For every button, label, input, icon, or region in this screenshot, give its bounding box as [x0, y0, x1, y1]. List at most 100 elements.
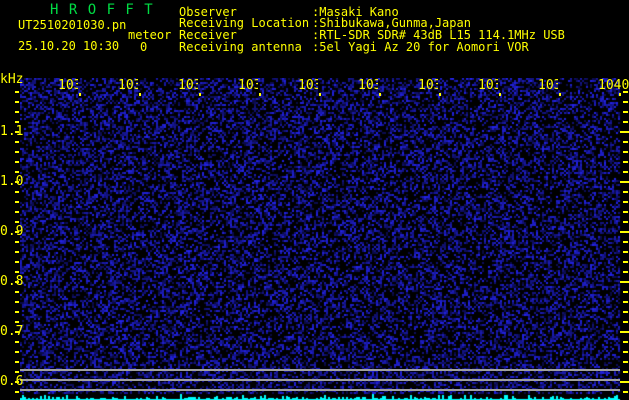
x-tick-mark	[79, 93, 81, 96]
y-tick-mark	[623, 341, 628, 343]
x-tick-mark	[439, 93, 441, 96]
y-tick-label: 0.8	[0, 274, 24, 289]
y-tick-mark	[15, 111, 19, 113]
x-tick-mark	[199, 93, 201, 96]
y-tick-mark	[15, 231, 19, 233]
y-tick-mark	[620, 281, 629, 283]
y-tick-mark	[623, 101, 628, 103]
y-tick-mark	[623, 201, 628, 203]
app-title: H R O F F T	[50, 2, 154, 18]
location-label: Receiving Location	[179, 16, 310, 30]
y-tick-mark	[623, 291, 628, 293]
y-tick-mark	[15, 381, 19, 383]
y-tick-mark	[15, 121, 19, 123]
y-tick-mark	[623, 301, 628, 303]
y-tick-mark	[620, 231, 629, 233]
y-tick-mark	[623, 141, 628, 143]
y-tick-mark	[623, 271, 628, 273]
file-name: UT2510201030.pn	[18, 18, 127, 32]
x-tick-mark	[139, 93, 141, 96]
meteor-count: 0	[140, 40, 148, 54]
y-tick-mark	[623, 351, 628, 353]
x-tick-label: 1038	[478, 79, 498, 92]
x-tick-label: 1034	[238, 79, 258, 92]
y-tick-mark	[623, 361, 628, 363]
y-tick-mark	[15, 161, 19, 163]
y-tick-mark	[15, 171, 19, 173]
y-tick-mark	[623, 211, 628, 213]
y-tick-label: 0.6	[0, 374, 24, 389]
y-tick-mark	[623, 111, 628, 113]
receiver-label: Receiver	[179, 28, 237, 42]
y-tick-mark	[623, 161, 628, 163]
y-tick-mark	[15, 251, 19, 253]
y-tick-mark	[15, 331, 19, 333]
x-tick-mark	[319, 93, 321, 96]
grid-line	[20, 389, 620, 391]
x-tick-label: 1033	[178, 79, 198, 92]
grid-line	[20, 379, 620, 381]
x-tick-label: 1037	[418, 79, 438, 92]
y-tick-mark	[623, 311, 628, 313]
y-tick-mark	[15, 341, 19, 343]
y-tick-label: 0.7	[0, 324, 24, 339]
y-tick-mark	[623, 221, 628, 223]
y-tick-mark	[15, 241, 19, 243]
x-tick-label: 1035	[298, 79, 318, 92]
x-tick-mark	[559, 93, 561, 96]
x-tick-label: 1032	[118, 79, 138, 92]
y-tick-mark	[15, 311, 19, 313]
y-axis-unit: kHz	[0, 72, 24, 87]
y-tick-mark	[623, 391, 628, 393]
y-tick-mark	[623, 191, 628, 193]
y-tick-mark	[623, 321, 628, 323]
y-tick-mark	[15, 131, 19, 133]
y-tick-mark	[620, 381, 629, 383]
y-tick-mark	[15, 261, 19, 263]
observer-value: :Masaki Kano	[312, 5, 399, 19]
y-tick-mark	[623, 261, 628, 263]
y-tick-mark	[623, 121, 628, 123]
y-tick-mark	[15, 211, 19, 213]
grid-line	[20, 369, 620, 371]
y-tick-mark	[623, 171, 628, 173]
y-tick-mark	[15, 371, 19, 373]
y-tick-mark	[15, 181, 19, 183]
y-tick-mark	[15, 321, 19, 323]
y-tick-mark	[15, 221, 19, 223]
y-tick-mark	[623, 371, 628, 373]
y-tick-mark	[15, 281, 19, 283]
y-tick-mark	[15, 91, 19, 93]
y-tick-mark	[623, 91, 628, 93]
x-tick-mark	[619, 93, 621, 96]
y-tick-mark	[15, 201, 19, 203]
y-tick-mark	[620, 131, 629, 133]
y-tick-mark	[15, 271, 19, 273]
receiver-value: :RTL-SDR SDR# 43dB L15 114.1MHz USB	[312, 28, 565, 42]
mode-label: meteor	[128, 28, 172, 42]
y-tick-mark	[620, 181, 629, 183]
y-tick-mark	[15, 191, 19, 193]
y-tick-label: 1.0	[0, 174, 24, 189]
antenna-value: :5el Yagi Az 20 for Aomori VOR	[312, 40, 529, 54]
y-tick-mark	[15, 301, 19, 303]
y-tick-mark	[623, 151, 628, 153]
y-tick-mark	[15, 361, 19, 363]
location-value: :Shibukawa,Gunma,Japan	[312, 16, 471, 30]
y-tick-mark	[15, 101, 19, 103]
x-tick-mark	[259, 93, 261, 96]
y-tick-mark	[15, 291, 19, 293]
date-time: 25.10.20 10:30	[18, 39, 120, 53]
y-tick-label: 0.9	[0, 224, 24, 239]
antenna-label: Receiving antenna	[179, 40, 302, 54]
y-tick-mark	[15, 141, 19, 143]
x-tick-mark	[499, 93, 501, 96]
x-tick-label: 1036	[358, 79, 378, 92]
y-tick-mark	[623, 241, 628, 243]
x-tick-label: 1040	[598, 79, 629, 92]
y-tick-label: 1.1	[0, 124, 24, 139]
observer-label: Observer	[179, 5, 237, 19]
y-tick-mark	[15, 151, 19, 153]
spectrogram	[20, 78, 629, 400]
